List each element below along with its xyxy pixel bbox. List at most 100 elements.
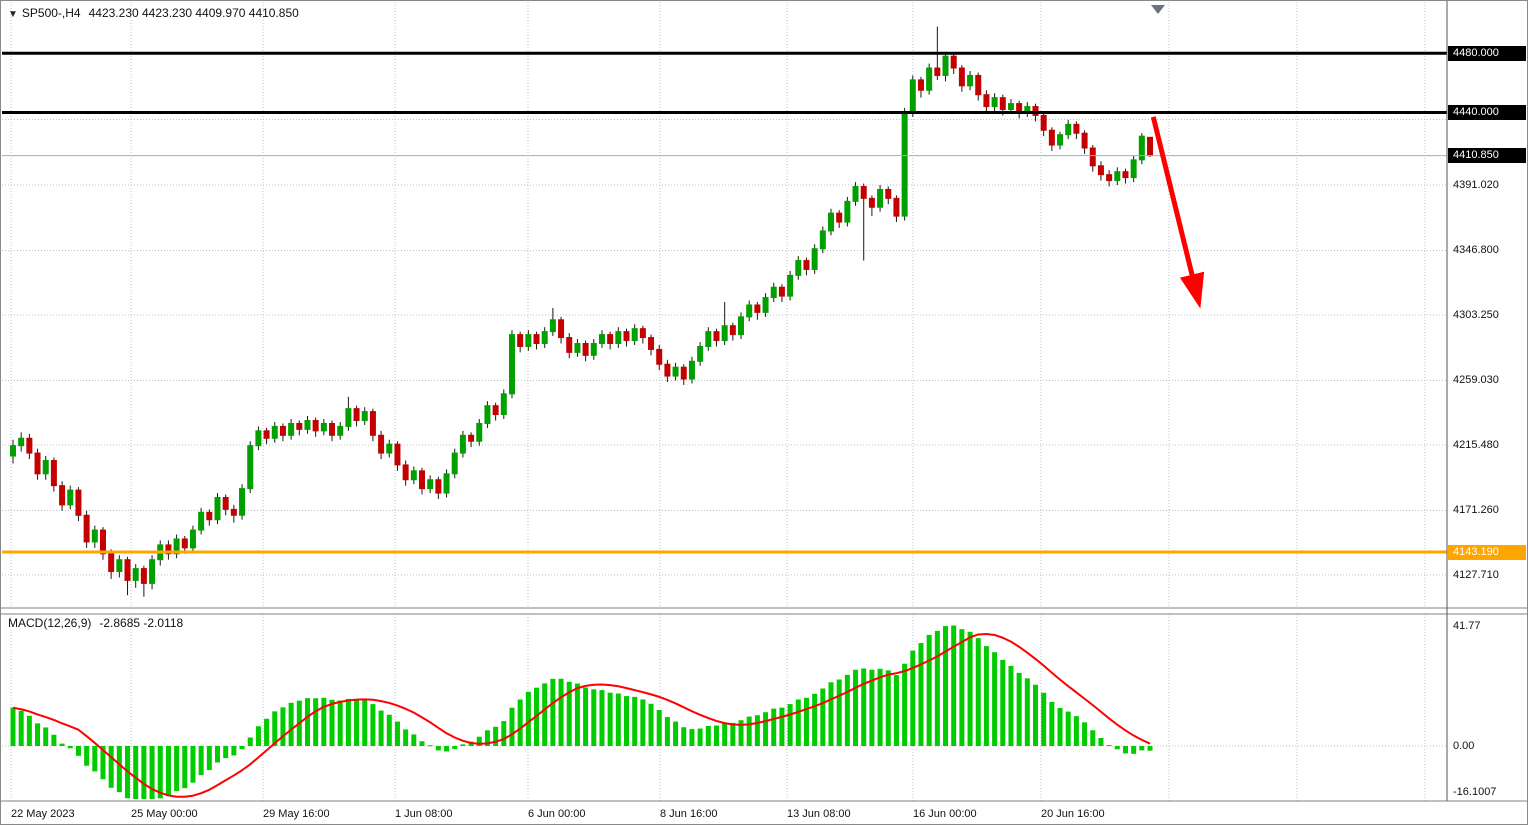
macd-histogram-bar [1122, 746, 1128, 754]
candlestick [917, 79, 924, 91]
price-level-badge: 4440.000 [1448, 104, 1526, 120]
candlestick [459, 434, 466, 454]
candlestick [942, 55, 949, 76]
macd-histogram-bar [403, 729, 409, 746]
candlestick [443, 473, 450, 494]
macd-histogram-bar [853, 669, 859, 746]
macd-histogram-bar [910, 650, 916, 746]
candlestick [697, 345, 704, 362]
macd-histogram-bar [607, 692, 613, 746]
candlestick [558, 319, 565, 339]
candlestick [279, 425, 286, 436]
candlestick [934, 67, 941, 76]
macd-histogram-bar [558, 678, 564, 746]
price-level-badge: 4143.190 [1448, 544, 1526, 560]
macd-histogram-bar [975, 638, 981, 746]
macd-histogram-bar [345, 698, 351, 746]
candlestick [975, 74, 982, 96]
macd-histogram-bar [501, 721, 507, 746]
macd-histogram-bar [182, 746, 188, 789]
candlestick [762, 297, 769, 313]
candlestick [787, 274, 794, 297]
time-tick-label: 20 Jun 16:00 [1041, 808, 1105, 820]
macd-histogram-bar [493, 726, 499, 746]
macd-histogram-bar [730, 722, 736, 746]
candlestick [329, 422, 336, 436]
macd-histogram-bar [746, 716, 752, 746]
candlestick [860, 186, 867, 199]
macd-histogram-bar [1057, 707, 1063, 746]
macd-histogram-bar [599, 690, 605, 746]
macd-histogram-bar [689, 729, 695, 746]
macd-histogram-bar [1098, 738, 1104, 746]
macd-histogram-bar [35, 723, 41, 746]
symbol-name: SP500-,H4 [21, 6, 81, 20]
macd-signal-line [12, 632, 1151, 798]
macd-histogram-bar [223, 746, 229, 759]
macd-histogram-bar [329, 699, 335, 746]
candlestick [631, 328, 638, 342]
macd-histogram-bar [983, 646, 989, 746]
time-tick-label: 1 Jun 08:00 [395, 808, 453, 820]
macd-histogram-bar [918, 643, 924, 746]
macd-histogram-bar [354, 699, 360, 746]
candlestick [484, 405, 491, 424]
candlestick [999, 97, 1006, 111]
candlestick [386, 443, 393, 454]
candlestick [819, 230, 826, 250]
macd-histogram-bar [1147, 746, 1153, 751]
candlestick [361, 411, 368, 421]
candlestick [1081, 132, 1088, 149]
macd-histogram-bar [959, 629, 965, 746]
macd-histogram-bar [763, 712, 769, 746]
indicator-values: -2.8685 -2.0118 [99, 616, 184, 630]
candlestick [672, 366, 679, 377]
macd-histogram-bar [1049, 701, 1055, 746]
macd-histogram-bar [902, 663, 908, 746]
macd-histogram-bar [1000, 659, 1006, 746]
candlestick [729, 325, 736, 336]
candlestick [1130, 159, 1137, 179]
candlestick [140, 568, 147, 584]
candlestick [541, 331, 548, 344]
macd-histogram-bar [1065, 711, 1071, 746]
candlestick [99, 529, 106, 555]
macd-histogram-bar [1024, 678, 1030, 746]
candlestick [648, 337, 655, 350]
macd-histogram-bar [664, 717, 670, 746]
macd-histogram-bar [419, 741, 425, 746]
macd-histogram-bar [288, 702, 294, 746]
candlestick [991, 97, 998, 108]
candlestick [1048, 129, 1055, 146]
macd-histogram-bar [67, 746, 73, 749]
candlestick [590, 342, 597, 356]
candlestick [885, 188, 892, 199]
macd-histogram-bar [141, 746, 147, 799]
macd-histogram-bar [820, 688, 826, 746]
macd-histogram-bar [1139, 746, 1145, 751]
macd-histogram-bar [476, 736, 482, 746]
macd-histogram-bar [386, 714, 392, 746]
macd-histogram-bar [231, 746, 237, 756]
symbol-ohlc-bar: ▼ SP500-,H4 4423.230 4423.230 4409.970 441… [8, 6, 299, 20]
macd-histogram-bar [435, 746, 441, 751]
macd-histogram-bar [18, 710, 24, 746]
candlestick [345, 408, 352, 427]
arrow-annotation[interactable] [1150, 116, 1205, 309]
candlestick [410, 470, 417, 481]
macd-histogram-bar [542, 683, 548, 746]
macd-histogram-bar [452, 746, 458, 750]
macd-histogram-bar [84, 746, 90, 766]
candlestick [582, 342, 589, 356]
candlestick [615, 331, 622, 344]
price-tick-label: 4259.030 [1453, 374, 1499, 387]
macd-histogram-bar [411, 734, 417, 746]
indicator-label-bar: MACD(12,26,9) -2.8685 -2.0118 [8, 616, 183, 630]
macd-histogram-bar [509, 707, 515, 746]
macd-histogram-bar [828, 682, 834, 746]
candlestick [378, 434, 385, 454]
chart-shift-marker-icon[interactable] [1151, 5, 1165, 14]
candlestick [705, 331, 712, 347]
price-tick-label: 4215.480 [1453, 438, 1499, 451]
